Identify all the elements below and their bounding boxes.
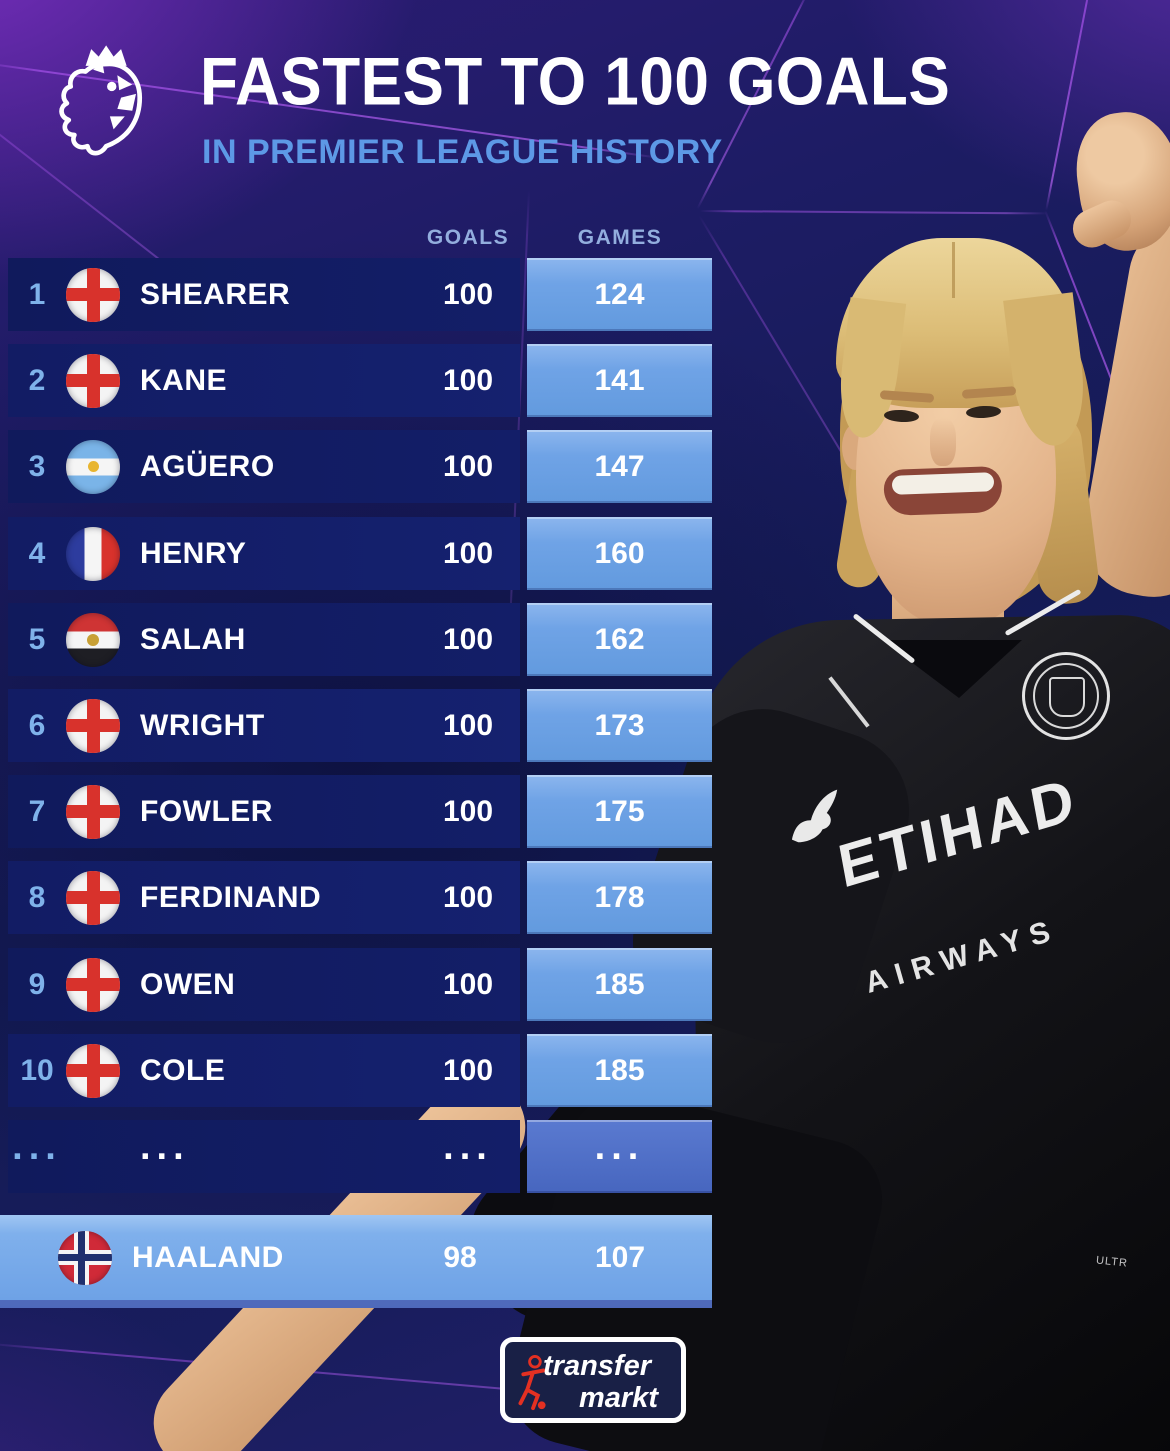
page-subtitle: IN PREMIER LEAGUE HISTORY [202, 133, 723, 171]
flag-england-icon [66, 870, 120, 925]
table-row: 9 OWEN 100 [8, 948, 520, 1021]
manchester-city-badge-icon [1022, 652, 1110, 740]
rank-number: 7 [28, 794, 46, 828]
table-row: 4 HENRY 100 [8, 517, 520, 590]
rank-number: 2 [28, 363, 46, 397]
puma-logo-icon [791, 789, 838, 843]
table-row: 3 AGÜERO 100 [8, 430, 520, 503]
table-row: 2 KANE 100 [8, 344, 520, 417]
player-name: FOWLER [140, 794, 273, 828]
table-row: ......... [8, 1120, 520, 1193]
rank-number: ... [12, 1126, 62, 1168]
player-goals: 100 [442, 1053, 494, 1087]
player-name: KANE [140, 363, 228, 397]
player-name: COLE [140, 1053, 226, 1087]
player-goals: ... [443, 1126, 493, 1168]
player-goals: 100 [442, 880, 494, 914]
flag-france-icon [66, 526, 120, 581]
column-header-games: GAMES [577, 226, 663, 249]
player-games-cell: 185 [527, 1034, 712, 1107]
transfermarkt-logo: transfer markt [500, 1337, 686, 1423]
flag-england-icon [66, 957, 120, 1012]
player-games-cell: 178 [527, 861, 712, 934]
rank-number: 8 [28, 880, 46, 914]
player-games: 107 [594, 1240, 646, 1274]
player-games: 185 [594, 1053, 645, 1087]
rank-number: 6 [28, 708, 46, 742]
premier-league-lion-icon [59, 45, 143, 156]
player-goals: 98 [443, 1240, 477, 1274]
page-title: FASTEST TO 100 GOALS [200, 43, 951, 120]
player-goals: 100 [442, 277, 494, 311]
player-games: 141 [594, 363, 645, 397]
player-games: 162 [594, 622, 645, 656]
column-header-goals: GOALS [426, 226, 510, 249]
player-games-cell: 185 [527, 948, 712, 1021]
table-row: 7 FOWLER 100 [8, 775, 520, 848]
player-name: HAALAND [132, 1240, 284, 1274]
brand-word-top: transfer [543, 1350, 651, 1382]
bg-line [699, 210, 1048, 215]
table-row: 10 COLE 100 [8, 1034, 520, 1107]
table-row: 1 SHEARER 100 [8, 258, 520, 331]
flag-england-icon [66, 1043, 120, 1098]
rank-number: 1 [28, 277, 46, 311]
player-goals: 100 [442, 536, 494, 570]
table-row: 8 FERDINAND 100 [8, 861, 520, 934]
brand-word-bottom: markt [579, 1382, 658, 1414]
player-games-cell: 175 [527, 775, 712, 848]
player-games: 160 [594, 536, 645, 570]
rank-number: 9 [28, 967, 46, 1001]
player-games-cell: 162 [527, 603, 712, 676]
highlight-row-haaland: HAALAND 98 107 [0, 1215, 712, 1308]
player-games: 147 [594, 449, 645, 483]
player-goals: 100 [442, 794, 494, 828]
transfermarkt-player-icon [518, 1354, 546, 1411]
player-name: HENRY [140, 536, 247, 570]
player-games: 178 [594, 880, 645, 914]
nose [930, 418, 956, 466]
rank-number: 3 [28, 449, 46, 483]
player-games-cell: 173 [527, 689, 712, 762]
player-games: ... [594, 1126, 645, 1168]
flag-england-icon [66, 784, 120, 839]
player-games: 175 [594, 794, 645, 828]
player-goals: 100 [442, 967, 494, 1001]
player-name: OWEN [140, 967, 236, 1001]
player-goals: 100 [442, 708, 494, 742]
table-row: 6 WRIGHT 100 [8, 689, 520, 762]
rank-number: 4 [28, 536, 46, 570]
table-row: 5 SALAH 100 [8, 603, 520, 676]
player-games: 124 [594, 277, 645, 311]
rank-number: 10 [20, 1053, 54, 1087]
player-name: WRIGHT [140, 708, 265, 742]
player-games-cell: 141 [527, 344, 712, 417]
flag-norway-icon [58, 1230, 112, 1285]
player-goals: 100 [442, 363, 494, 397]
hair-part-line [952, 242, 955, 298]
player-games-cell: ... [527, 1120, 712, 1193]
badge-ring [1033, 663, 1099, 729]
player-games-cell: 124 [527, 258, 712, 331]
player-games-cell: 147 [527, 430, 712, 503]
player-games-cell: 160 [527, 517, 712, 590]
flag-england-icon [66, 698, 120, 753]
teeth [891, 472, 995, 495]
flag-egypt-icon [66, 612, 120, 667]
player-goals: 100 [442, 622, 494, 656]
flag-england-icon [66, 267, 120, 322]
badge-shield [1049, 677, 1085, 717]
rank-number: 5 [28, 622, 46, 656]
player-name: SALAH [140, 622, 246, 656]
flag-england-icon [66, 353, 120, 408]
player-games: 173 [594, 708, 645, 742]
player-games: 185 [594, 967, 645, 1001]
player-goals: 100 [442, 449, 494, 483]
player-name: SHEARER [140, 277, 291, 311]
player-name: FERDINAND [140, 880, 322, 914]
player-name: AGÜERO [140, 449, 275, 483]
flag-argentina-icon [66, 439, 120, 494]
player-name: ... [140, 1126, 190, 1168]
